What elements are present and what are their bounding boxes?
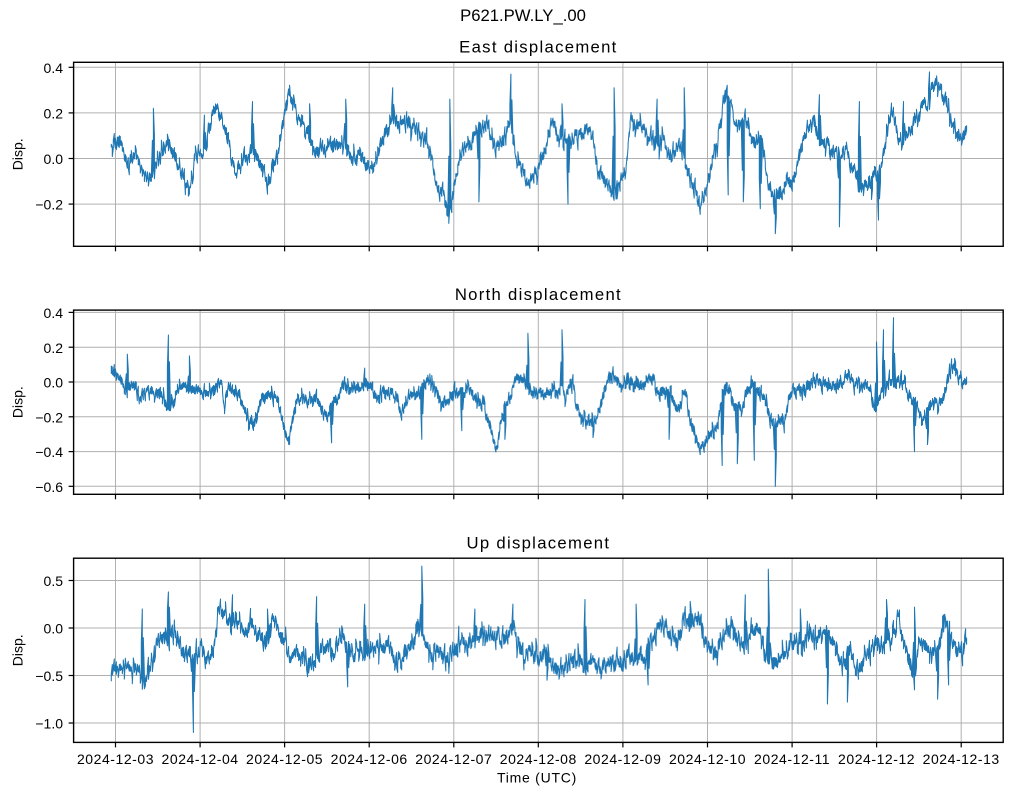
svg-text:Disp.: Disp. — [10, 634, 26, 666]
svg-text:−0.2: −0.2 — [35, 409, 63, 425]
svg-text:2024-12-11: 2024-12-11 — [754, 751, 830, 767]
svg-text:2024-12-13: 2024-12-13 — [923, 751, 1000, 767]
svg-text:0.5: 0.5 — [44, 573, 64, 589]
svg-text:2024-12-08: 2024-12-08 — [500, 751, 577, 767]
svg-text:2024-12-06: 2024-12-06 — [331, 751, 408, 767]
svg-text:0.0: 0.0 — [44, 621, 64, 637]
svg-text:−0.2: −0.2 — [35, 197, 63, 213]
svg-text:2024-12-12: 2024-12-12 — [838, 751, 915, 767]
svg-text:2024-12-10: 2024-12-10 — [669, 751, 746, 767]
svg-text:−0.5: −0.5 — [35, 668, 63, 684]
svg-text:East displacement: East displacement — [459, 37, 617, 56]
svg-text:Disp.: Disp. — [10, 386, 26, 418]
svg-text:0.4: 0.4 — [44, 60, 64, 76]
svg-text:North displacement: North displacement — [455, 285, 622, 304]
svg-text:−0.4: −0.4 — [35, 444, 63, 460]
svg-text:−1.0: −1.0 — [35, 716, 63, 732]
svg-text:2024-12-09: 2024-12-09 — [584, 751, 661, 767]
svg-text:2024-12-07: 2024-12-07 — [415, 751, 492, 767]
svg-text:2024-12-04: 2024-12-04 — [162, 751, 239, 767]
svg-text:0.0: 0.0 — [44, 375, 64, 391]
svg-text:Disp.: Disp. — [10, 138, 26, 170]
svg-text:0.2: 0.2 — [44, 340, 64, 356]
svg-text:P621.PW.LY_.00: P621.PW.LY_.00 — [460, 6, 586, 25]
svg-text:2024-12-05: 2024-12-05 — [246, 751, 323, 767]
svg-text:0.2: 0.2 — [44, 106, 64, 122]
svg-text:0.4: 0.4 — [44, 305, 64, 321]
svg-text:0.0: 0.0 — [44, 151, 64, 167]
svg-text:Time (UTC): Time (UTC) — [497, 769, 577, 785]
svg-text:−0.6: −0.6 — [35, 479, 63, 495]
svg-text:2024-12-03: 2024-12-03 — [77, 751, 154, 767]
svg-text:Up displacement: Up displacement — [467, 533, 611, 552]
